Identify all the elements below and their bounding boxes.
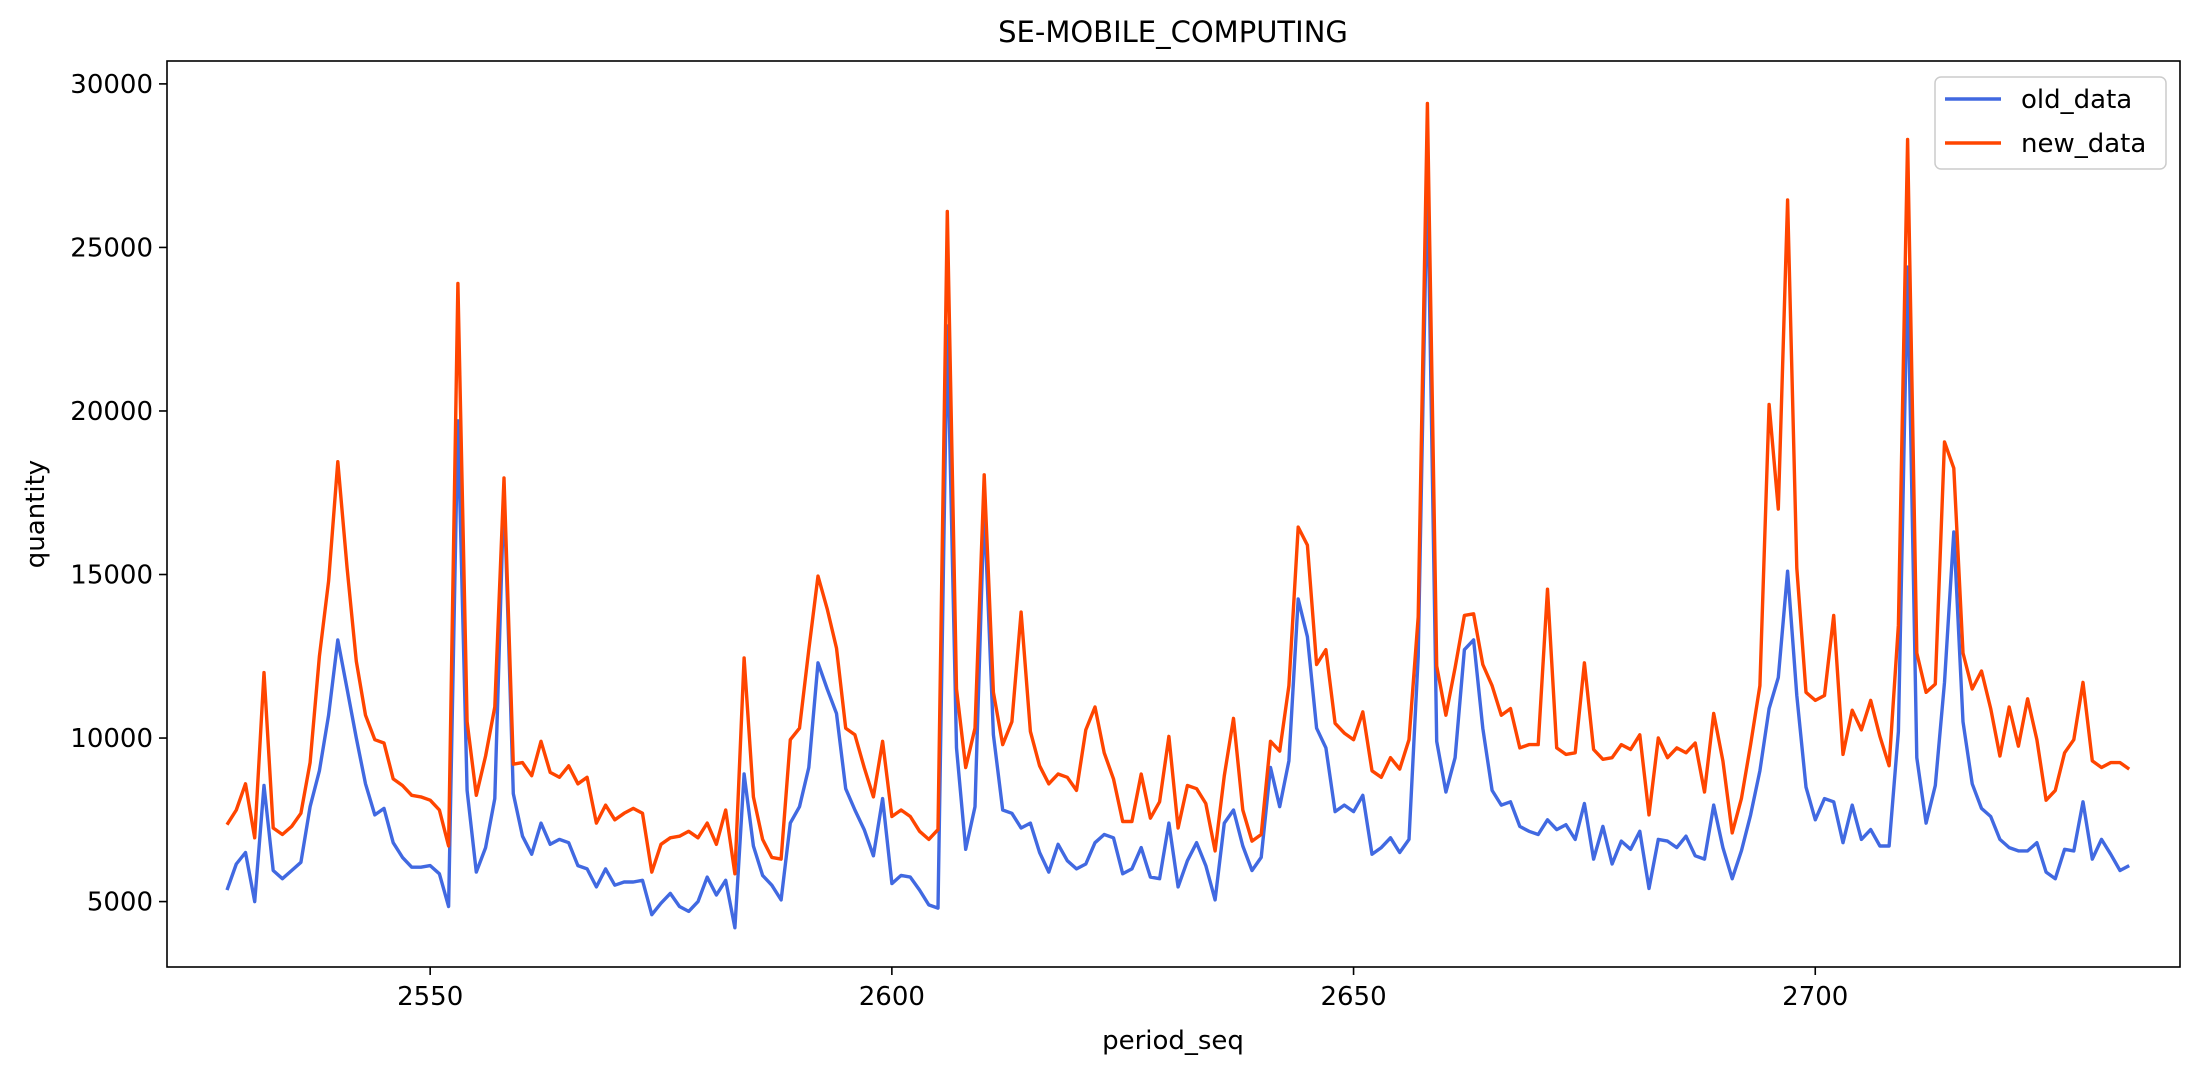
y-axis-ticks: 5000 10000 15000 20000 25000 30000 [70,70,167,918]
legend-label-old-data: old_data [2021,85,2132,115]
y-tick-label: 30000 [70,70,153,100]
x-axis-label: period_seq [1102,1026,1244,1056]
legend: old_data new_data [1934,76,2167,170]
chart-title: SE-MOBILE_COMPUTING [998,15,1348,49]
y-tick-label: 10000 [70,724,153,754]
x-axis-ticks: 2550 2600 2650 2700 [397,967,1848,1012]
y-tick-label: 5000 [87,888,153,918]
x-tick-label: 2700 [1782,982,1848,1012]
y-tick-label: 15000 [70,561,153,591]
y-axis-label: quantity [21,460,51,568]
series-line-old-data [225,167,2130,930]
series-lines [225,101,2131,930]
x-tick-label: 2550 [397,982,463,1012]
x-tick-label: 2650 [1320,982,1386,1012]
plot-frame [166,60,2181,968]
legend-label-new-data: new_data [2021,129,2146,159]
y-tick-label: 20000 [70,397,153,427]
x-tick-label: 2600 [859,982,925,1012]
series-line-new-data [225,101,2131,876]
y-tick-label: 25000 [70,233,153,263]
